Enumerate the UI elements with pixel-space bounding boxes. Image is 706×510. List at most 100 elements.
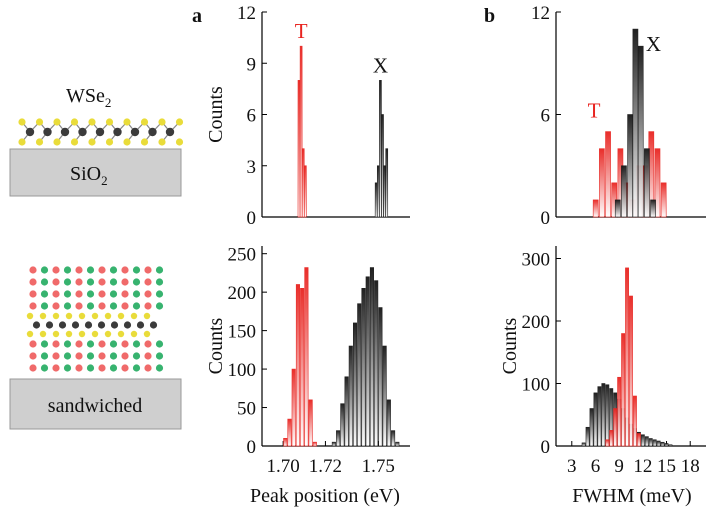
bn-atom [109,340,118,348]
w-atom [165,127,175,137]
sio2-substrate-top [9,148,182,197]
bn-atom [63,266,72,274]
bn-atom [40,290,49,298]
bn-atom [109,364,118,372]
bar-X [381,114,384,218]
bar-T [304,267,309,447]
bn-atom [155,290,164,298]
bn-atom [52,266,60,274]
bar-T [636,433,641,447]
w-atom [148,127,157,137]
bn-atom [132,340,141,348]
se-atom [130,330,138,338]
bn-atom [121,352,129,360]
w-atom [136,321,145,329]
bar-T [613,408,618,447]
se-atom [35,118,44,126]
bar-X [378,307,383,447]
sio2-label: SiO2 [70,163,108,188]
bn-atom [29,266,37,274]
bar-T [300,288,305,447]
bar-T [592,199,599,218]
se-atom [78,330,86,338]
bar-T [295,284,300,447]
y-axis-title: Counts [205,317,227,374]
annotation-X: X [373,53,388,77]
bar-T [291,368,296,447]
bn-atom [29,352,37,360]
bn-atom [155,364,164,372]
bar-X [376,165,380,218]
bn-atom [98,340,106,348]
w-atom [43,127,52,137]
se-atom [53,118,61,126]
bar-T [633,395,637,447]
bn-atom [121,266,129,274]
bn-atom [144,290,152,298]
xlabel-fwhm: FWHM (meV) [572,485,691,507]
bn-atom [63,340,72,348]
annotation-T: T [588,99,601,123]
wse2-lattice-top [18,118,184,146]
bn-atom [52,302,60,310]
bn-atom [29,278,37,286]
se-atom [123,138,131,146]
w-atom [149,321,158,329]
se-atom [143,330,151,338]
bar-X [652,439,657,447]
bn-atom [86,340,95,348]
se-atom [18,138,26,146]
bn-atom [52,290,60,298]
se-atom [26,330,34,338]
y-tick-label: 3 [247,157,257,178]
se-atom [143,312,151,320]
se-atom [52,312,60,320]
bar-T [301,148,305,218]
y-tick-label: 0 [247,208,257,229]
bar-X [632,28,639,218]
bar-X [650,199,656,218]
bar-X [648,438,653,447]
bar-X [365,276,370,447]
bar-X [391,430,396,447]
bar-T [312,441,317,447]
w-atom [45,321,54,329]
bn-atom [63,352,72,360]
bn-atom [86,364,95,372]
bar-X [352,322,358,447]
sio2-substrate-bottom [9,378,182,430]
y-axis-title: Counts [205,86,227,143]
x-tick-label: 15 [657,456,676,477]
bar-T [299,45,303,218]
bn-atom [109,278,118,286]
se-atom [158,138,166,146]
bn-atom [98,352,106,360]
xlabel-peak-position: Peak position (eV) [250,485,400,507]
chart-b-top: 0 6 12 T X [531,3,706,229]
w-atom [97,321,106,329]
bar-X [593,392,598,447]
bn-atom [63,364,72,372]
bn-atom [155,302,164,310]
y-tick-label: 9 [247,54,257,75]
y-tick-label: 300 [522,250,551,271]
bar-X [357,303,362,447]
bn-atom [86,302,95,310]
se-atom [175,118,184,126]
bn-atom [86,290,95,298]
bar-X [344,376,349,447]
bar-X [644,436,649,447]
se-atom [88,118,96,126]
bar-X [395,441,400,447]
w-atom [78,127,87,137]
bn-atom [63,278,72,286]
se-atom [65,330,73,338]
w-atom [84,321,93,329]
se-atom [105,138,114,146]
bar-T [621,333,626,447]
bn-atom [40,302,49,310]
panel-letter-b: b [484,5,495,27]
x-tick-label: 1.75 [362,456,395,477]
se-atom [91,330,99,338]
